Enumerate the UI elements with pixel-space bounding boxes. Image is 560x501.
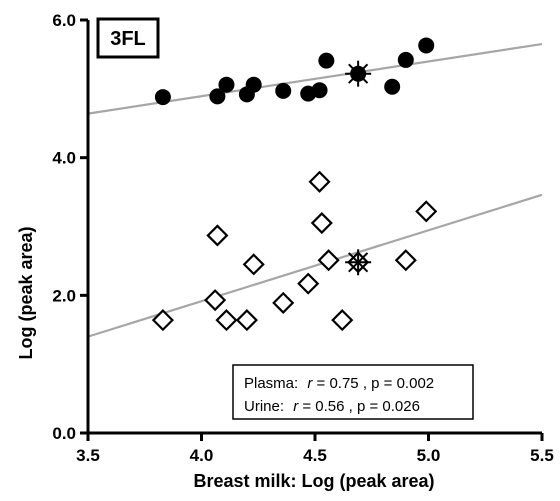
plasma-point: [418, 37, 435, 54]
urine-point: [317, 249, 340, 272]
y-tick-label: 4.0: [52, 149, 76, 168]
x-tick-label: 3.5: [76, 446, 100, 465]
x-tick-label: 4.5: [303, 446, 327, 465]
stats-box: Plasma: r = 0.75 , p = 0.002 Urine: r = …: [232, 364, 474, 420]
plasma-point: [154, 89, 171, 106]
plasma-point: [318, 52, 335, 69]
plasma-point: [209, 88, 226, 105]
urine-point: [331, 309, 354, 332]
urine-point: [206, 224, 229, 247]
plasma-mean-star-stroke: [348, 63, 369, 84]
x-axis-title: Breast milk: Log (peak area): [193, 471, 434, 491]
urine-regression-line: [87, 193, 543, 338]
y-tick-label: 0.0: [52, 424, 76, 443]
data-points: [151, 37, 438, 332]
ticks: 3.5 4.0 4.5 5.0 5.5 0.0 2.0 4.0 6.0: [52, 11, 553, 465]
plasma-point: [384, 78, 401, 95]
plasma-stats: Plasma: r = 0.75 , p = 0.002: [244, 375, 434, 392]
y-tick-label: 6.0: [52, 11, 76, 30]
urine-point: [297, 272, 320, 295]
plasma-point: [397, 51, 414, 68]
panel-label: 3FL: [110, 28, 146, 50]
urine-point: [308, 170, 331, 193]
y-tick-label: 2.0: [52, 286, 76, 305]
y-axis-title: Log (peak area): [16, 226, 36, 359]
mean-markers: [345, 60, 372, 276]
urine-point: [310, 212, 333, 235]
urine-point: [235, 309, 258, 332]
urine-point: [204, 289, 227, 312]
plasma-point: [275, 82, 292, 99]
urine-point: [242, 253, 265, 276]
x-tick-label: 4.0: [190, 446, 214, 465]
plasma-point: [245, 76, 262, 93]
urine-point: [415, 200, 438, 223]
urine-point: [272, 291, 295, 314]
plasma-stats-values: = 0.75 , p = 0.002: [317, 375, 435, 392]
urine-point: [151, 309, 174, 332]
panel-label-box: 3FL: [96, 17, 160, 59]
plasma-point: [218, 76, 235, 93]
x-tick-label: 5.0: [417, 446, 441, 465]
urine-stats: Urine: r = 0.56 , p = 0.026: [244, 398, 420, 415]
plasma-mean-marker: [345, 60, 372, 87]
urine-point: [394, 249, 417, 272]
x-tick-label: 5.5: [530, 446, 554, 465]
urine-r-symbol: r: [293, 398, 299, 415]
plasma-r-symbol: r: [307, 375, 313, 392]
urine-stats-label: Urine:: [244, 398, 284, 415]
urine-point: [215, 309, 238, 332]
plasma-point: [311, 82, 328, 99]
plasma-stats-label: Plasma:: [244, 375, 298, 392]
urine-stats-values: = 0.56 , p = 0.026: [302, 398, 420, 415]
urine-mean-marker: [345, 249, 372, 276]
urine-mean-star-stroke: [348, 252, 369, 273]
